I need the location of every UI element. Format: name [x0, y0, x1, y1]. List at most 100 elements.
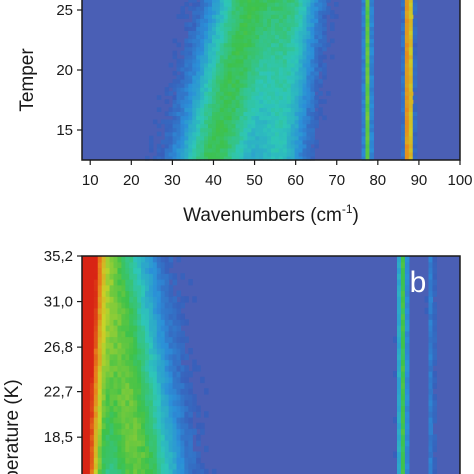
- heatmap-cell: [129, 434, 134, 441]
- panel-a-y-axis-title: Temper: [17, 48, 38, 112]
- heatmap-cell: [113, 434, 119, 441]
- heatmap-cell: [286, 18, 292, 23]
- heatmap-cell: [271, 91, 276, 96]
- heatmap-cell: [255, 83, 260, 88]
- heatmap-cell: [306, 34, 311, 40]
- heatmap-cell: [121, 405, 126, 412]
- heatmap-cell: [255, 62, 260, 68]
- heatmap-cell: [282, 10, 288, 15]
- heatmap-cell: [101, 440, 107, 447]
- heatmap-cell: [361, 54, 367, 60]
- heatmap-cell: [310, 139, 315, 145]
- heatmap-cell: [223, 38, 229, 44]
- heatmap-cell: [306, 46, 311, 52]
- heatmap-cell: [109, 371, 115, 378]
- heatmap-cell: [243, 103, 248, 108]
- heatmap-cell: [85, 296, 91, 303]
- heatmap-cell: [271, 6, 276, 11]
- heatmap-cell: [408, 18, 414, 23]
- heatmap-cell: [105, 302, 111, 309]
- heatmap-cell: [243, 30, 248, 36]
- heatmap-cell: [192, 42, 197, 48]
- heatmap-cell: [160, 279, 166, 286]
- heatmap-cell: [148, 336, 154, 343]
- heatmap-cell: [117, 428, 122, 435]
- heatmap-cell: [243, 2, 248, 7]
- heatmap-cell: [125, 388, 130, 395]
- heatmap-cell: [105, 330, 111, 338]
- heatmap-cell: [263, 42, 268, 48]
- heatmap-cell: [404, 336, 410, 343]
- heatmap-cell: [247, 79, 252, 84]
- heatmap-cell: [196, 87, 201, 92]
- heatmap-cell: [125, 434, 130, 441]
- heatmap-cell: [93, 451, 99, 458]
- heatmap-cell: [156, 325, 162, 332]
- heatmap-cell: [211, 0, 217, 3]
- heatmap-cell: [369, 22, 374, 27]
- heatmap-cell: [361, 50, 367, 56]
- heatmap-cell: [259, 87, 264, 92]
- heatmap-cell: [397, 296, 402, 303]
- heatmap-cell: [204, 135, 209, 141]
- heatmap-cell: [208, 58, 213, 64]
- heatmap-cell: [89, 376, 95, 384]
- heatmap-cell: [428, 428, 434, 435]
- heatmap-cell: [397, 376, 402, 384]
- heatmap-cell: [211, 58, 217, 64]
- heatmap-cell: [148, 428, 154, 435]
- heatmap-cell: [361, 66, 367, 72]
- heatmap-cell: [310, 83, 315, 88]
- heatmap-cell: [148, 273, 154, 280]
- heatmap-cell: [274, 2, 280, 7]
- heatmap-cell: [412, 135, 418, 141]
- heatmap-cell: [400, 54, 406, 60]
- heatmap-cell: [231, 70, 237, 76]
- heatmap-cell: [176, 123, 182, 129]
- heatmap-cell: [184, 376, 189, 384]
- heatmap-cell: [322, 22, 327, 27]
- heatmap-cell: [133, 319, 138, 326]
- heatmap-cell: [294, 151, 300, 157]
- heatmap-cell: [259, 70, 264, 76]
- heatmap-cell: [176, 422, 182, 430]
- heatmap-cell: [204, 411, 209, 418]
- heatmap-cell: [239, 143, 245, 149]
- heatmap-cell: [141, 313, 146, 320]
- heatmap-cell: [432, 290, 437, 297]
- heatmap-cell: [310, 0, 315, 3]
- heatmap-cell: [227, 87, 233, 92]
- heatmap-cell: [227, 91, 233, 96]
- heatmap-cell: [271, 30, 276, 36]
- heatmap-cell: [204, 103, 209, 108]
- heatmap-cell: [267, 155, 272, 161]
- heatmap-cell: [231, 119, 237, 125]
- heatmap-cell: [369, 87, 374, 92]
- heatmap-cell: [302, 18, 308, 23]
- heatmap-cell: [278, 79, 284, 84]
- heatmap-cell: [145, 457, 150, 464]
- heatmap-cell: [85, 468, 91, 474]
- heatmap-cell: [412, 147, 418, 153]
- heatmap-cell: [97, 451, 103, 458]
- heatmap-cell: [121, 428, 126, 435]
- heatmap-cell: [196, 422, 201, 430]
- heatmap-cell: [176, 382, 182, 389]
- heatmap-cell: [129, 411, 134, 418]
- heatmap-cell: [259, 103, 264, 108]
- heatmap-cell: [164, 111, 170, 117]
- heatmap-cell: [82, 313, 87, 320]
- heatmap-cell: [361, 22, 367, 27]
- heatmap-cell: [156, 451, 162, 458]
- heatmap-cell: [412, 70, 418, 76]
- heatmap-cell: [404, 307, 410, 315]
- heatmap-cell: [180, 79, 185, 84]
- heatmap-cell: [428, 371, 434, 378]
- heatmap-cell: [278, 66, 284, 72]
- heatmap-cell: [200, 18, 205, 23]
- heatmap-cell: [314, 30, 319, 36]
- heatmap-cell: [400, 111, 406, 117]
- heatmap-cell: [148, 147, 154, 153]
- heatmap-cell: [105, 394, 111, 401]
